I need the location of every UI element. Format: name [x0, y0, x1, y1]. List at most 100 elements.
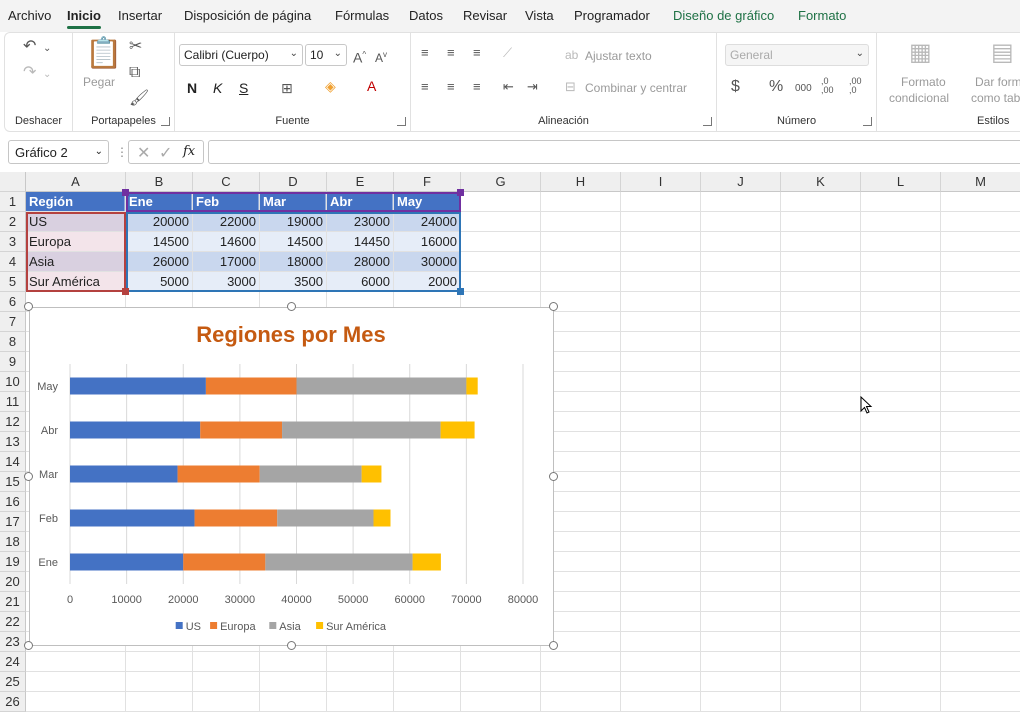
row-header[interactable]: 18: [0, 532, 26, 552]
table-cell[interactable]: 2000: [394, 272, 460, 291]
table-cell[interactable]: 6000: [327, 272, 393, 291]
table-cell[interactable]: 14600: [193, 232, 259, 251]
row-header[interactable]: 17: [0, 512, 26, 532]
redo-dropdown-icon[interactable]: ⌄: [43, 69, 52, 80]
number-launcher-icon[interactable]: [863, 117, 872, 126]
fill-color-icon[interactable]: ◈: [325, 78, 336, 94]
name-box[interactable]: Gráfico 2 ⌄: [8, 140, 109, 164]
borders-icon[interactable]: ⊞: [281, 80, 293, 96]
table-cell[interactable]: 26000: [126, 252, 192, 271]
column-header[interactable]: M: [941, 172, 1020, 192]
cond-format-label-2[interactable]: condicional: [889, 91, 950, 105]
row-header[interactable]: 10: [0, 372, 26, 392]
align-bottom-icon[interactable]: ≡: [473, 45, 481, 60]
row-header[interactable]: 24: [0, 652, 26, 672]
table-cell[interactable]: Asia: [26, 252, 125, 271]
increase-decimal-button[interactable]: ,0 ,00: [821, 76, 834, 95]
tab-formato[interactable]: Formato: [798, 8, 847, 23]
cond-format-label-1[interactable]: Formato: [901, 75, 946, 89]
underline-button[interactable]: S: [239, 80, 249, 96]
thousands-button[interactable]: 000: [795, 83, 812, 94]
chart-resize-handle[interactable]: [24, 302, 33, 311]
chart-resize-handle[interactable]: [549, 471, 558, 481]
row-header[interactable]: 2: [0, 212, 26, 232]
tab-insertar[interactable]: Insertar: [118, 8, 163, 23]
chart-object[interactable]: Regiones por Mes 0 10000 20000 30000 40000 500…: [29, 307, 554, 646]
table-cell[interactable]: Europa: [26, 232, 125, 251]
table-cell[interactable]: 20000: [126, 212, 192, 231]
decrease-font-icon[interactable]: Av: [375, 50, 388, 65]
orientation-icon[interactable]: ⟋: [503, 45, 513, 60]
format-painter-icon[interactable]: 🖌: [129, 90, 150, 107]
row-header[interactable]: 12: [0, 412, 26, 432]
column-header[interactable]: A: [26, 172, 126, 192]
table-cell[interactable]: 5000: [126, 272, 192, 291]
confirm-icon[interactable]: ✓: [159, 145, 173, 162]
tab-vista[interactable]: Vista: [525, 8, 554, 23]
table-cell[interactable]: 3500: [260, 272, 326, 291]
column-header[interactable]: C: [193, 172, 260, 192]
row-header[interactable]: 11: [0, 392, 26, 412]
tab-disposición-de-página[interactable]: Disposición de página: [184, 8, 312, 23]
table-cell[interactable]: Feb: [193, 192, 259, 211]
row-header[interactable]: 8: [0, 332, 26, 352]
table-cell[interactable]: 14500: [126, 232, 192, 251]
font-size-select[interactable]: 10 ⌄: [305, 44, 347, 66]
cancel-icon[interactable]: ✕: [137, 145, 151, 162]
table-cell[interactable]: 18000: [260, 252, 326, 271]
column-header[interactable]: I: [621, 172, 701, 192]
table-format-label-2[interactable]: como tabl: [971, 91, 1020, 105]
align-top-icon[interactable]: ≡: [421, 45, 429, 60]
table-cell[interactable]: Ene: [126, 192, 192, 211]
alignment-launcher-icon[interactable]: [703, 117, 712, 126]
decrease-decimal-button[interactable]: ,00 ,0: [849, 76, 862, 95]
merge-center-button[interactable]: Combinar y centrar: [585, 81, 688, 95]
column-header[interactable]: K: [781, 172, 861, 192]
range-handle[interactable]: [122, 288, 129, 295]
row-header[interactable]: 20: [0, 572, 26, 592]
tab-inicio[interactable]: Inicio: [67, 8, 101, 29]
align-center-icon[interactable]: ≡: [447, 79, 455, 94]
italic-button[interactable]: K: [213, 80, 223, 96]
font-launcher-icon[interactable]: [397, 117, 406, 126]
insert-function-icon[interactable]: fx: [183, 144, 196, 159]
row-header[interactable]: 22: [0, 612, 26, 632]
row-header[interactable]: 4: [0, 252, 26, 272]
font-color-icon[interactable]: A: [367, 78, 377, 94]
table-format-label-1[interactable]: Dar forma: [975, 75, 1020, 89]
chart-resize-handle[interactable]: [549, 302, 558, 311]
row-header[interactable]: 23: [0, 632, 26, 652]
chart-resize-handle[interactable]: [24, 471, 33, 481]
align-right-icon[interactable]: ≡: [473, 79, 481, 94]
percent-button[interactable]: %: [769, 78, 784, 95]
table-cell[interactable]: 19000: [260, 212, 326, 231]
cut-icon[interactable]: ✂: [129, 38, 143, 55]
range-handle[interactable]: [457, 189, 464, 196]
table-cell[interactable]: 28000: [327, 252, 393, 271]
table-cell[interactable]: Región: [26, 192, 125, 211]
select-all-corner[interactable]: [0, 172, 26, 192]
row-header[interactable]: 14: [0, 452, 26, 472]
row-header[interactable]: 13: [0, 432, 26, 452]
table-cell[interactable]: 3000: [193, 272, 259, 291]
table-cell[interactable]: 17000: [193, 252, 259, 271]
tab-fórmulas[interactable]: Fórmulas: [335, 8, 390, 23]
number-format-select[interactable]: General ⌄: [725, 44, 869, 66]
decrease-indent-icon[interactable]: ⇤: [503, 79, 514, 94]
table-cell[interactable]: 22000: [193, 212, 259, 231]
row-header[interactable]: 19: [0, 552, 26, 572]
row-header[interactable]: 6: [0, 292, 26, 312]
column-header[interactable]: E: [327, 172, 394, 192]
column-header[interactable]: H: [541, 172, 621, 192]
font-name-select[interactable]: Calibri (Cuerpo) ⌄: [179, 44, 303, 66]
table-cell[interactable]: 24000: [394, 212, 460, 231]
row-header[interactable]: 16: [0, 492, 26, 512]
tab-revisar[interactable]: Revisar: [463, 8, 508, 23]
redo-icon[interactable]: ↷: [23, 64, 37, 81]
column-header[interactable]: G: [461, 172, 541, 192]
chart-resize-handle[interactable]: [549, 641, 558, 650]
column-header[interactable]: F: [394, 172, 461, 192]
chart-resize-handle[interactable]: [24, 641, 33, 650]
table-cell[interactable]: 14450: [327, 232, 393, 251]
paste-icon[interactable]: 📋: [85, 37, 123, 70]
